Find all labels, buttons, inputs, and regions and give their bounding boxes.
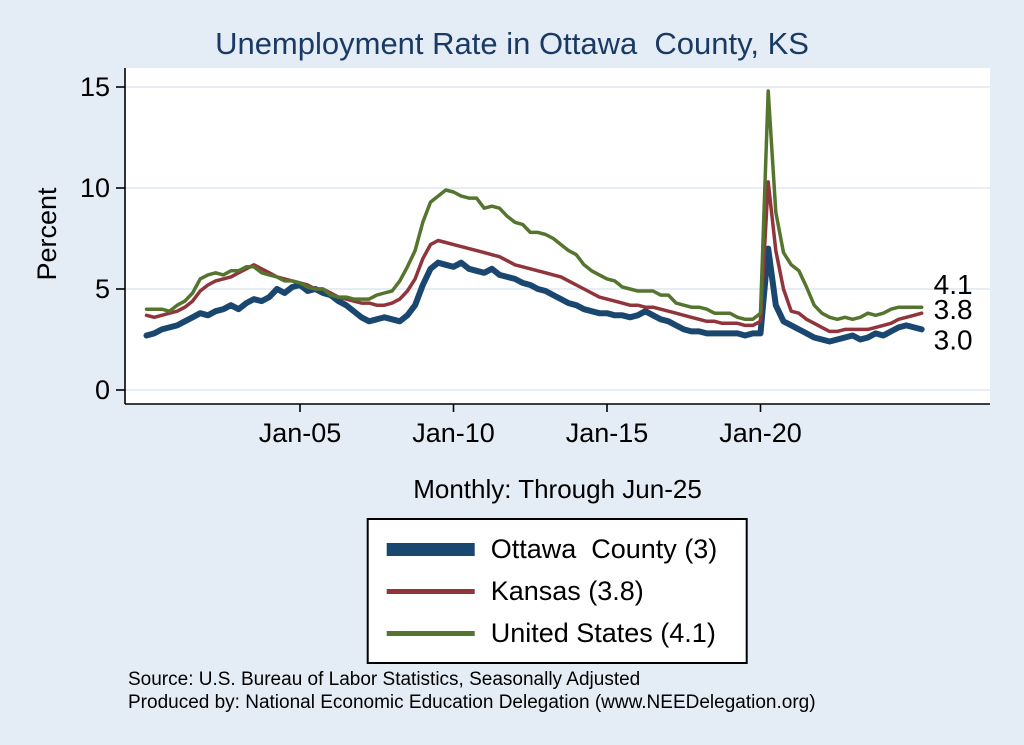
end-value-label: 3.0 (934, 324, 973, 355)
y-tick-label: 5 (95, 274, 110, 304)
source-line-1: Source: U.S. Bureau of Labor Statistics,… (128, 669, 641, 690)
y-tick-label: 10 (80, 173, 110, 203)
plot-area: 0 5 10 15 Jan-05 Jan-10 Jan-15 Jan-20 3.03.84.1 (80, 68, 990, 448)
x-tick-label: Jan-10 (412, 418, 495, 448)
source-line-2: Produced by: National Economic Education… (128, 692, 816, 713)
series-line-ottawa-county (143, 245, 925, 345)
legend-swatch-united-states (386, 630, 475, 636)
chart-subtitle: Monthly: Through Jun-25 (413, 474, 702, 504)
legend-label: Ottawa County (3) (490, 533, 718, 564)
y-tick-label: 0 (95, 375, 110, 405)
plot-background (125, 68, 990, 404)
source-notes: Source: U.S. Bureau of Labor Statistics,… (128, 668, 816, 714)
legend-label: United States (4.1) (490, 617, 716, 648)
page-title: Unemployment Rate in Ottawa County, KS (215, 26, 809, 61)
x-tick-label: Jan-05 (259, 418, 342, 448)
legend-item: Kansas (3.8) (386, 572, 718, 610)
series-line-united-states (144, 89, 924, 322)
legend-swatch-ottawa-county (386, 542, 475, 556)
legend-item: Ottawa County (3) (386, 530, 718, 568)
y-tick-label: 15 (80, 72, 110, 102)
end-value-label: 3.8 (934, 294, 973, 325)
legend: Ottawa County (3) Kansas (3.8) United St… (366, 518, 748, 664)
legend-swatch-kansas (386, 588, 475, 594)
x-tick-label: Jan-20 (719, 418, 802, 448)
legend-item: United States (4.1) (386, 614, 718, 652)
end-value-label: 4.1 (934, 269, 973, 300)
x-tick-label: Jan-15 (566, 418, 649, 448)
legend-label: Kansas (3.8) (490, 575, 644, 606)
